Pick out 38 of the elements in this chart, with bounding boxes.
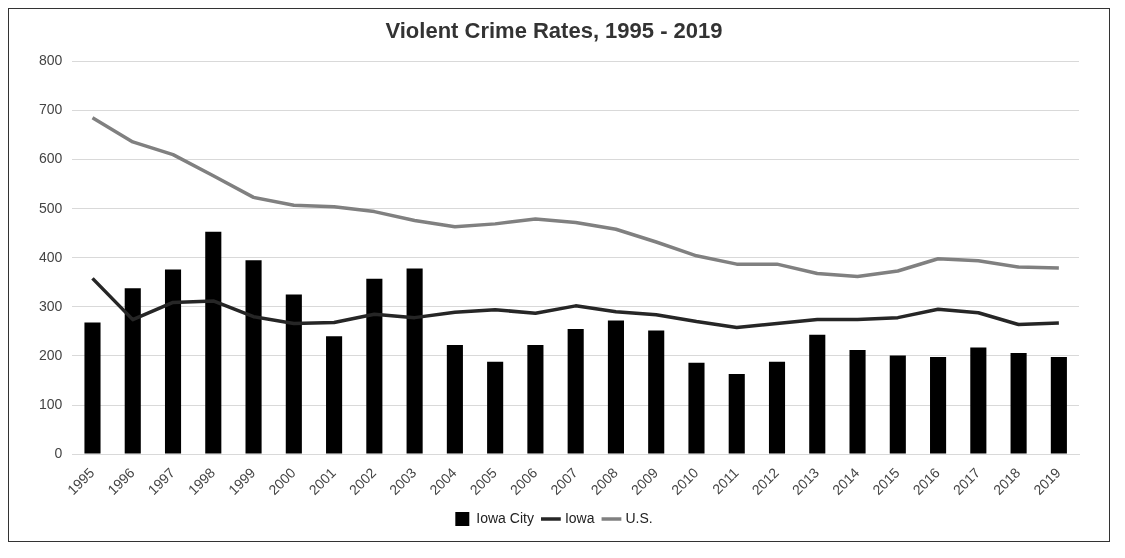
bar [607, 320, 624, 454]
bar [1010, 352, 1027, 454]
legend-label: U.S. [625, 509, 653, 526]
y-tick-label: 700 [39, 101, 63, 118]
y-tick-label: 200 [39, 346, 63, 363]
y-tick-label: 800 [39, 52, 63, 69]
y-tick-label: 0 [54, 444, 63, 461]
bar [889, 355, 906, 454]
bar [487, 361, 504, 454]
legend-label: Iowa City [476, 509, 534, 526]
y-tick-label: 400 [39, 248, 63, 265]
y-tick-label: 600 [39, 150, 63, 167]
bar [164, 269, 182, 454]
y-tick-label: 100 [39, 395, 63, 412]
bar [930, 356, 947, 454]
bar [326, 336, 343, 454]
bar [849, 350, 866, 454]
bar [688, 362, 705, 454]
y-tick-label: 300 [39, 297, 63, 314]
bar [567, 328, 584, 454]
bar [84, 322, 101, 454]
bar [809, 334, 826, 454]
bar [124, 288, 141, 454]
y-tick-label: 500 [39, 199, 63, 216]
bar [366, 278, 383, 454]
bar [245, 260, 262, 454]
bar [648, 330, 665, 454]
bar [728, 374, 745, 454]
bar [406, 268, 423, 454]
bar [205, 231, 222, 454]
bar [285, 294, 302, 454]
bar [970, 347, 987, 454]
bar [446, 345, 463, 454]
legend-label: Iowa [564, 509, 595, 526]
bar [768, 361, 786, 454]
bar [527, 345, 544, 454]
chart-title: Violent Crime Rates, 1995 - 2019 [385, 18, 723, 44]
bar [1050, 356, 1067, 454]
